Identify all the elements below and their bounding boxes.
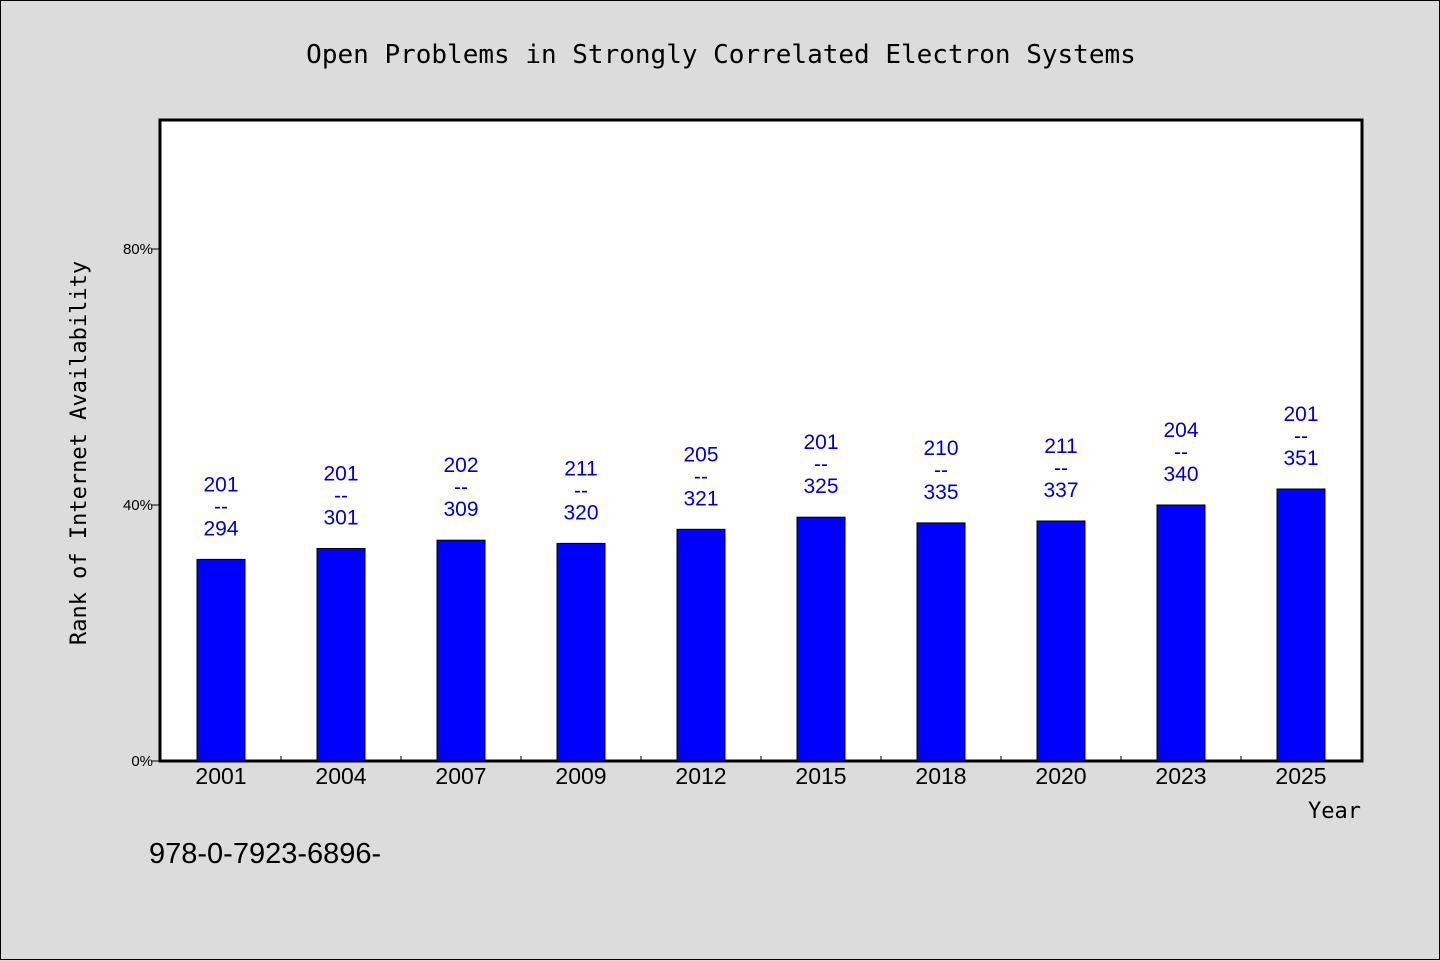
data-label-2018-1: 210 xyxy=(923,437,958,460)
y-tick-label-40: 40% xyxy=(123,497,153,514)
data-label-2001-3: 294 xyxy=(203,517,238,540)
bar-2004 xyxy=(316,548,366,762)
y-tick-label-0: 0% xyxy=(131,753,153,770)
data-label-2004-2: -- xyxy=(334,485,348,508)
data-label-2007-1: 202 xyxy=(443,454,478,477)
data-label-2004-3: 301 xyxy=(323,507,358,530)
y-tick-label-80: 80% xyxy=(123,241,153,258)
x-tick-label-2001: 2001 xyxy=(195,763,246,789)
data-label-2001-2: -- xyxy=(214,495,228,518)
bar-2012 xyxy=(676,528,726,762)
data-label-2009-1: 211 xyxy=(564,457,597,480)
data-label-2004-1: 201 xyxy=(323,463,358,486)
x-axis-label: Year xyxy=(1308,799,1361,824)
data-label-2012-1: 205 xyxy=(683,443,718,466)
bars-layer xyxy=(196,488,1326,762)
y-axis-label: Rank of Internet Availability xyxy=(67,261,92,645)
bar-2023 xyxy=(1156,504,1206,762)
bar-2007 xyxy=(436,539,486,762)
data-label-2025-2: -- xyxy=(1294,425,1308,448)
data-label-2025-1: 201 xyxy=(1283,403,1318,426)
x-tick-label-2020: 2020 xyxy=(1035,763,1086,789)
data-label-2020-3: 337 xyxy=(1043,479,1078,502)
chart-title: Open Problems in Strongly Correlated Ele… xyxy=(306,40,1136,70)
footnote: 978-0-7923-6896- xyxy=(149,838,381,870)
x-tick-label-2023: 2023 xyxy=(1155,763,1206,789)
x-tick-label-2004: 2004 xyxy=(315,763,366,789)
bar-2020 xyxy=(1036,520,1086,762)
data-label-2012-2: -- xyxy=(694,465,708,488)
x-tick-label-2012: 2012 xyxy=(675,763,726,789)
data-label-2018-2: -- xyxy=(934,459,948,482)
bar-2009 xyxy=(556,542,606,762)
data-label-2023-2: -- xyxy=(1174,441,1188,464)
data-label-2012-3: 321 xyxy=(683,487,718,510)
data-label-2023-1: 204 xyxy=(1163,419,1198,442)
bar-2025 xyxy=(1276,488,1326,762)
data-label-2001-1: 201 xyxy=(203,473,238,496)
data-labels-layer: 201--294201--301202--309211--320205--321… xyxy=(203,403,1318,540)
bar-2001 xyxy=(196,558,246,762)
x-tick-label-2025: 2025 xyxy=(1275,763,1326,789)
data-label-2009-3: 320 xyxy=(563,501,598,524)
x-tick-label-2007: 2007 xyxy=(435,763,486,789)
data-label-2015-2: -- xyxy=(814,453,828,476)
bar-2018 xyxy=(916,522,966,762)
bar-2015 xyxy=(796,516,846,762)
data-label-2018-3: 335 xyxy=(923,481,958,504)
x-tick-label-2018: 2018 xyxy=(915,763,966,789)
data-label-2015-1: 201 xyxy=(803,431,838,454)
data-label-2020-1: 211 xyxy=(1044,435,1077,458)
data-label-2015-3: 325 xyxy=(803,475,838,498)
data-label-2007-2: -- xyxy=(454,476,468,499)
x-tick-label-2015: 2015 xyxy=(795,763,846,789)
data-label-2025-3: 351 xyxy=(1283,447,1318,470)
data-label-2009-2: -- xyxy=(574,479,588,502)
ticks-layer: 2001 2004 2007 2009 2012 2015 2018 2020 2023 2025… xyxy=(123,241,1327,789)
data-label-2023-3: 340 xyxy=(1163,463,1198,486)
data-label-2020-2: -- xyxy=(1054,457,1068,480)
x-tick-label-2009: 2009 xyxy=(555,763,606,789)
data-label-2007-3: 309 xyxy=(443,498,478,521)
